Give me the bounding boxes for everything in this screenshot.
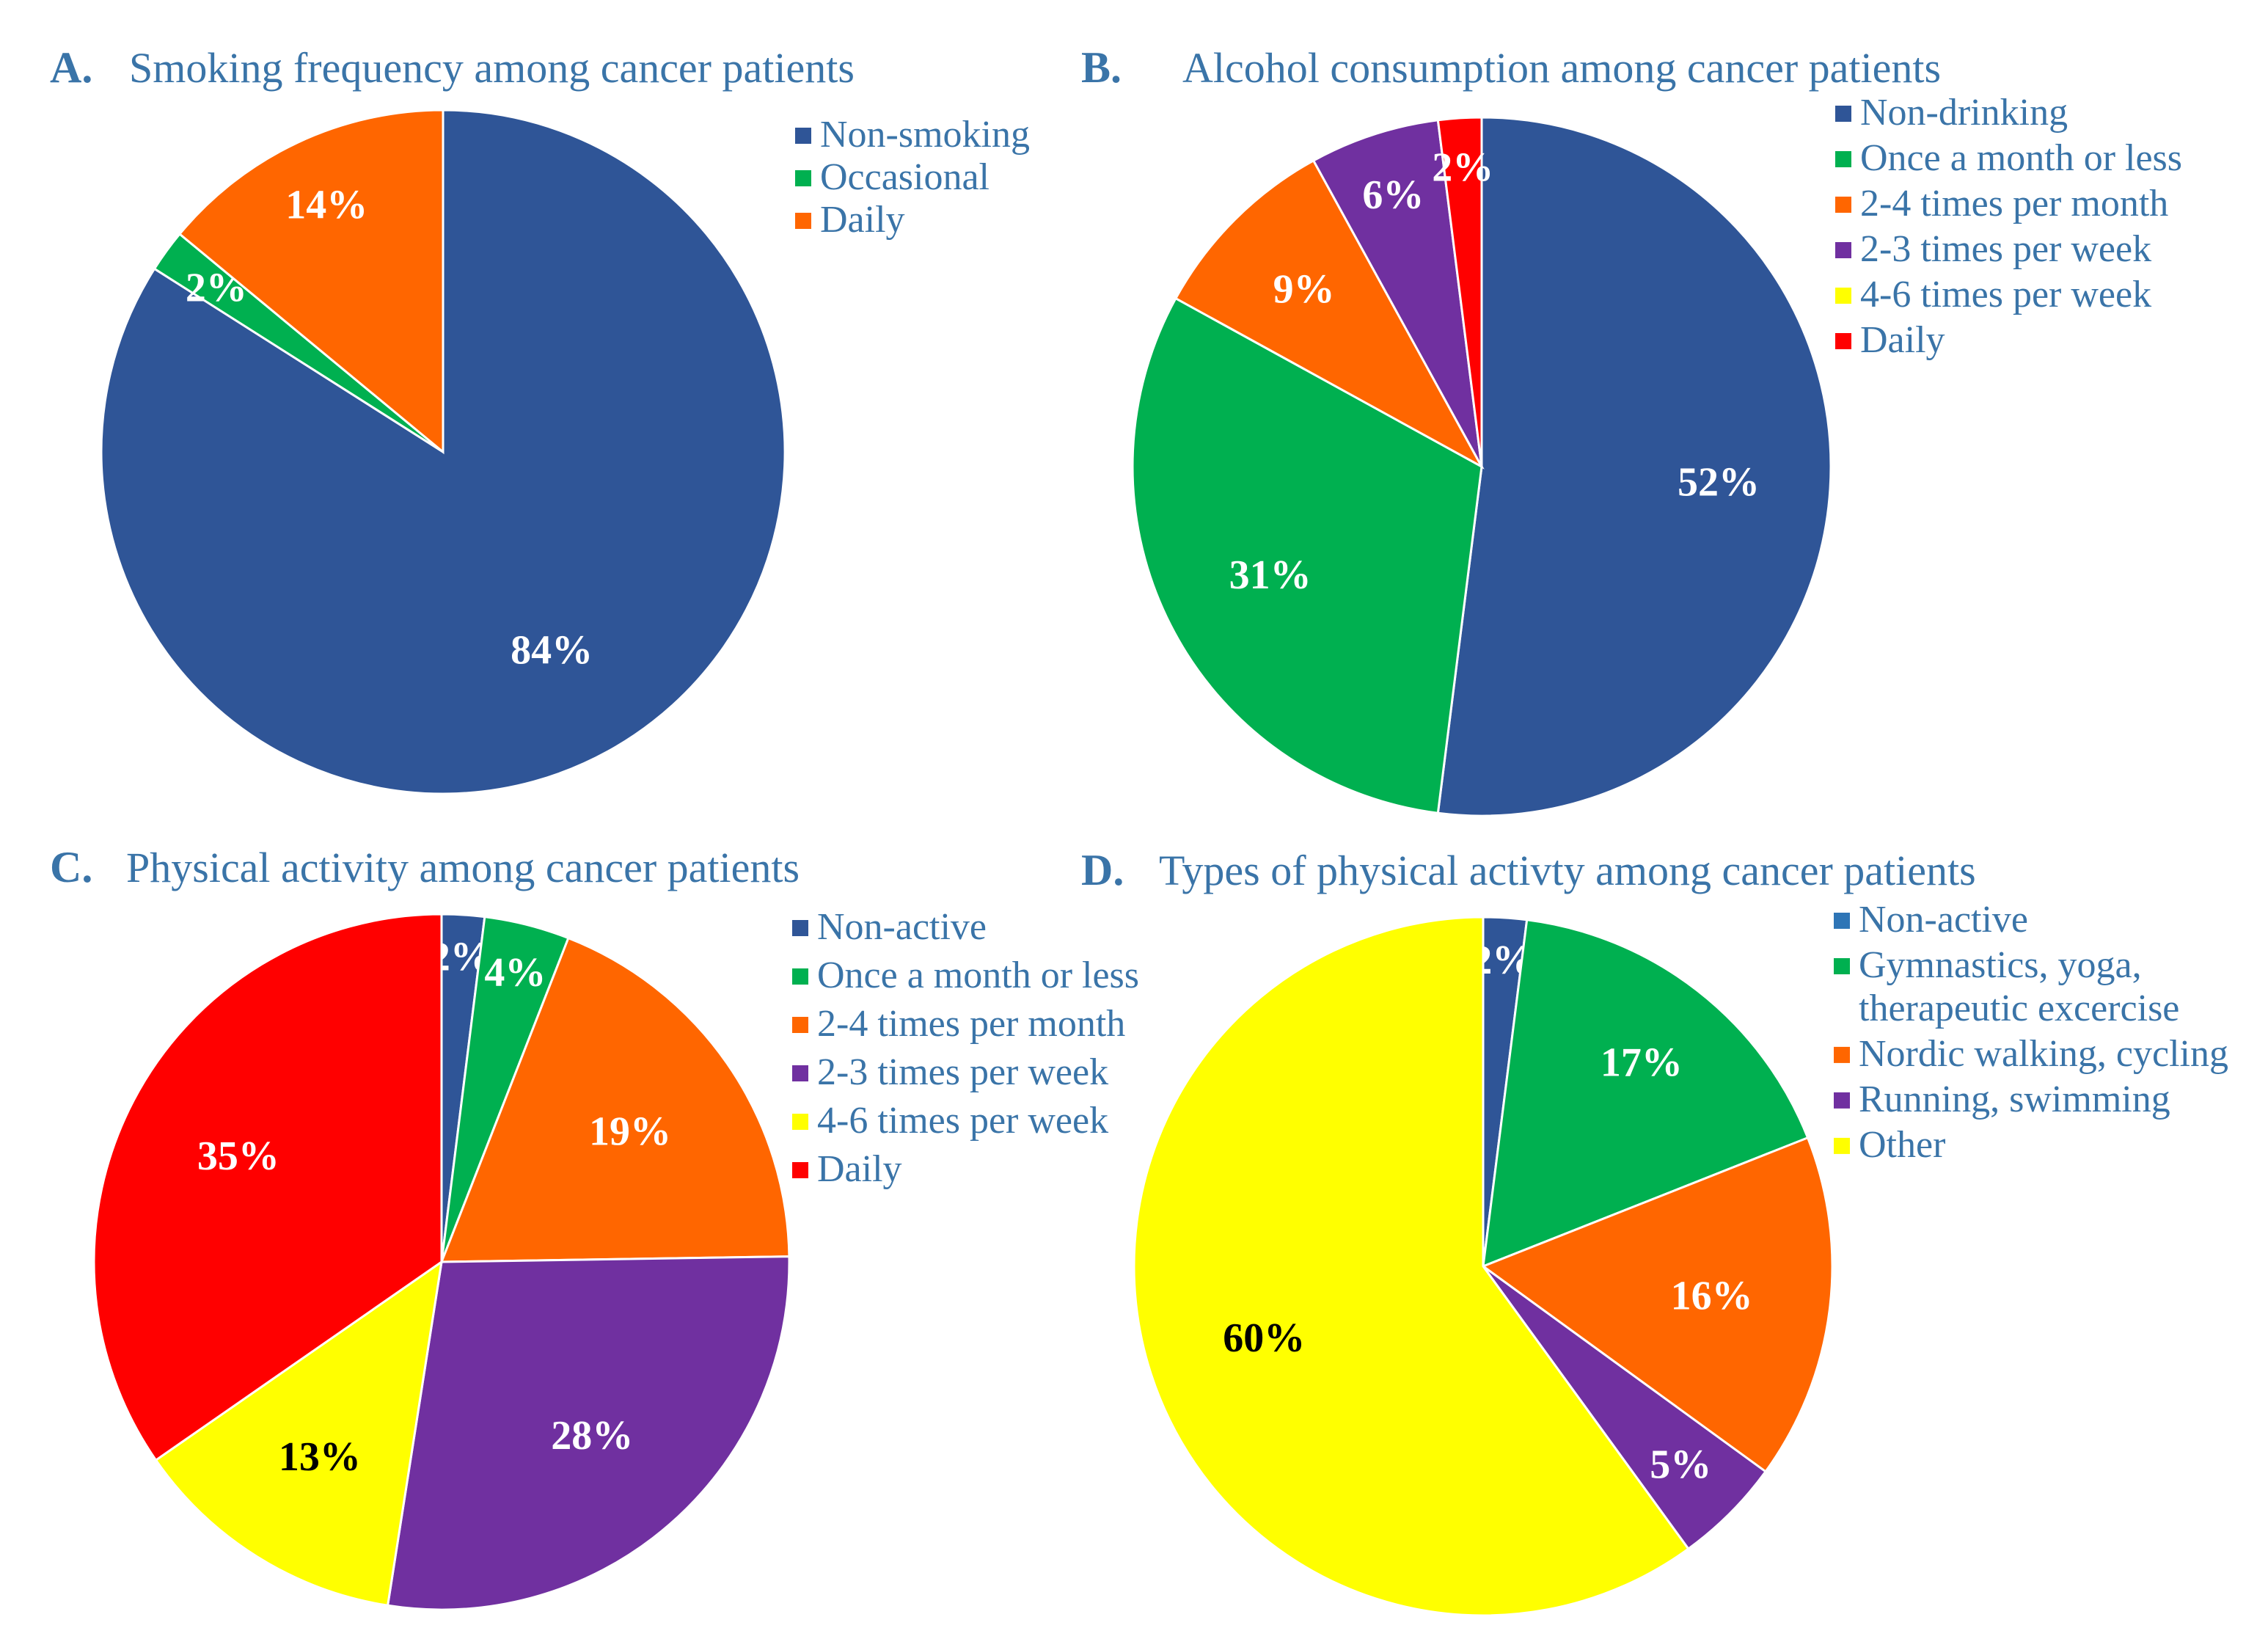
legend-3-label-4: Other: [1859, 1124, 1945, 1166]
panel-c-pie: 2%4%19%28%13%35%: [92, 913, 791, 1611]
pie-1-label-2-4-times-per-month: 9%: [1273, 267, 1335, 313]
pie-1-slice-2-4-times-per-month: [1174, 158, 1485, 470]
pie-2-label-4-6-times-per-week: 13%: [279, 1434, 361, 1480]
pie-2-slice-2-3-times-per-week: [386, 1255, 791, 1611]
legend-3-swatch-1: [1834, 958, 1850, 974]
legend-3-label-1-line-0: Gymnastics, yoga,: [1859, 944, 2142, 986]
legend-2-swatch-2: [792, 1017, 808, 1033]
pie-3-slice-gymnastics-yoga-therapeutic-excercise: [1482, 919, 1810, 1269]
legend-2-label-3: 2-3 times per week: [817, 1051, 1108, 1093]
pie-1-slice-daily: [1436, 116, 1483, 467]
pie-1-slice-non-drinking: [1436, 116, 1832, 817]
pie-0-label-daily: 14%: [285, 183, 367, 228]
legend-0-swatch-1: [795, 170, 811, 186]
pie-0-slice-daily: [178, 109, 445, 455]
panel-a-title: Smoking frequency among cancer patients: [129, 44, 855, 92]
pie-1-label-daily: 2%: [1432, 145, 1493, 190]
legend-1-label-4: 4-6 times per week: [1860, 274, 2151, 315]
panel-d-letter: D.: [1081, 846, 1124, 894]
panel-d-pie: 2%17%16%5%60%: [1133, 916, 1834, 1617]
panel-a-letter: A.: [50, 43, 92, 92]
legend-3-label-0: Non-active: [1859, 899, 2028, 941]
legend-3-swatch-2: [1834, 1046, 1850, 1063]
pie-2-label-2-4-times-per-month: 19%: [589, 1109, 671, 1155]
legend-3-label-2: Nordic walking, cycling: [1859, 1033, 2228, 1075]
legend-2-label-5: Daily: [817, 1148, 902, 1190]
pie-1-label-non-drinking: 52%: [1678, 459, 1760, 505]
panel-c-title: Physical activity among cancer patients: [126, 844, 800, 891]
legend-2-swatch-0: [792, 920, 808, 936]
panel-b-title: Alcohol consumption among cancer patient…: [1182, 44, 1941, 92]
pie-2-label-daily: 35%: [197, 1134, 279, 1179]
panel-d: D. Types of physical activty among cance…: [1081, 846, 2228, 1617]
legend-2-swatch-1: [792, 968, 808, 985]
legend-0-swatch-0: [795, 128, 811, 144]
pie-3-slice-other: [1133, 916, 1690, 1617]
pie-1-slice-2-3-times-per-week: [1312, 119, 1483, 467]
legend-0-label-0: Non-smoking: [820, 114, 1030, 156]
legend-1-label-0: Non-drinking: [1860, 92, 2068, 134]
panel-c: C. Physical activity among cancer patien…: [50, 843, 1139, 1611]
legend-2-swatch-3: [792, 1065, 808, 1081]
panel-d-title: Types of physical activty among cancer p…: [1159, 847, 1976, 894]
legend-1-label-5: Daily: [1860, 319, 1945, 361]
legend-1-label-2: 2-4 times per month: [1860, 183, 2168, 225]
pie-3-slice-running-swimming: [1482, 1265, 1768, 1551]
pie-2-label-2-3-times-per-week: 28%: [551, 1413, 633, 1459]
legend-0-label-1: Occasional: [820, 156, 989, 198]
panel-b-letter: B.: [1081, 43, 1122, 92]
legend-2-label-4: 4-6 times per week: [817, 1100, 1108, 1142]
pie-1-label-2-3-times-per-week: 6%: [1362, 172, 1424, 218]
legend-2-swatch-4: [792, 1114, 808, 1130]
legend-1-label-1: Once a month or less: [1860, 137, 2182, 179]
legend-1-swatch-2: [1835, 197, 1851, 213]
legend-1-label-3: 2-3 times per week: [1860, 228, 2151, 270]
pie-2-label-once-a-month-or-less: 4%: [484, 950, 546, 996]
panel-b: B. Alcohol consumption among cancer pati…: [1081, 43, 2182, 817]
panel-b-pie: 52% 31% 9% 6%2%: [1131, 116, 1832, 817]
pie-2-slice-2-4-times-per-month: [439, 936, 791, 1263]
legend-3-swatch-3: [1834, 1092, 1850, 1109]
pie-3-slice-nordic-walking-cycling: [1480, 1136, 1834, 1473]
legend-1-swatch-4: [1835, 288, 1851, 304]
pie-1-label-once-a-month-or-less: 31%: [1229, 552, 1312, 598]
pie-2-slice-daily: [92, 913, 443, 1462]
legend-1-swatch-5: [1835, 333, 1851, 349]
panel-a: A. Smoking frequency among cancer patien…: [50, 43, 1030, 795]
pie-3-label-nordic-walking-cycling: 16%: [1671, 1273, 1753, 1318]
legend-3-swatch-0: [1834, 913, 1850, 929]
pie-3-label-gymnastics-yoga-therapeutic-excercise: 17%: [1601, 1040, 1683, 1086]
pie-2-slice-4-6-times-per-week: [154, 1259, 444, 1607]
legend-0-label-2: Daily: [820, 199, 905, 241]
legend-2-label-2: 2-4 times per month: [817, 1003, 1125, 1045]
legend-2-label-1: Once a month or less: [817, 954, 1139, 996]
legend-1-swatch-3: [1835, 242, 1851, 258]
legend-2-label-0: Non-active: [817, 906, 987, 948]
panel-a-pie: 84%2%14%: [100, 109, 786, 795]
legend-0-swatch-2: [795, 213, 811, 229]
pie-3-label-other: 60%: [1223, 1315, 1305, 1361]
panel-c-letter: C.: [50, 843, 92, 891]
pie-3-label-running-swimming: 5%: [1650, 1442, 1711, 1487]
pie-0-label-non-smoking: 84%: [511, 628, 593, 674]
panel-c-legend: Non-active Once a month or less 2-4 times …: [792, 906, 1139, 1190]
legend-3-label-3: Running, swimming: [1859, 1078, 2170, 1120]
legend-3-swatch-4: [1834, 1137, 1850, 1154]
legend-3-label-1-line-1: therapeutic excercise: [1859, 988, 2179, 1029]
pie-1-slice-once-a-month-or-less: [1131, 296, 1483, 814]
legend-1-swatch-0: [1835, 106, 1851, 122]
legend-2-swatch-5: [792, 1162, 808, 1178]
legend-1-swatch-1: [1835, 151, 1851, 167]
